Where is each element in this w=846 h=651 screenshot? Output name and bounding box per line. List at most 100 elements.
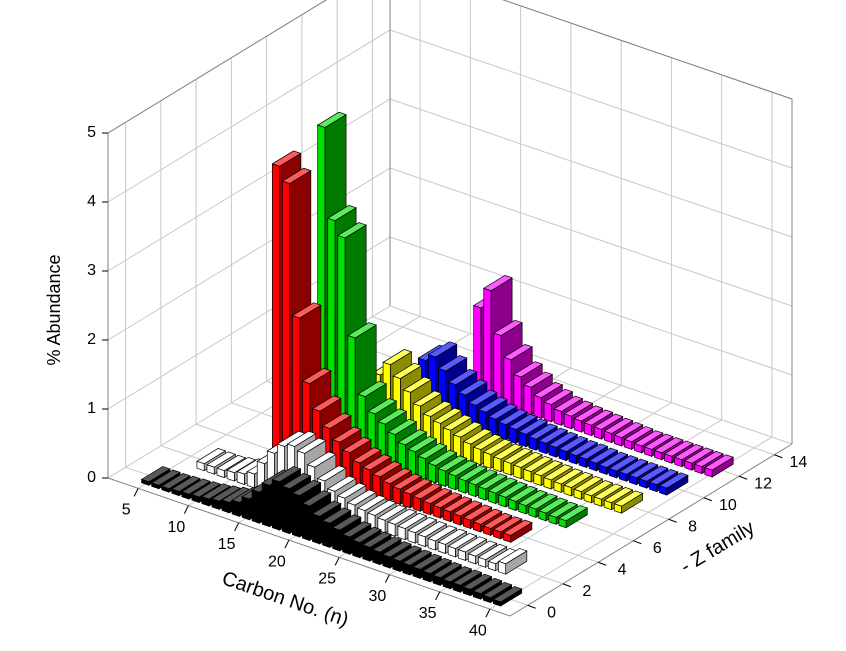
grid-line — [389, 167, 793, 307]
z-tick-label: 8 — [688, 518, 697, 535]
bar-front — [261, 482, 270, 528]
bar-front — [593, 426, 602, 440]
tick-mark — [234, 522, 240, 532]
grid-line — [107, 29, 391, 203]
bar-front — [543, 477, 552, 490]
bar-front — [352, 539, 361, 559]
bar-front — [291, 492, 300, 538]
bar-front — [493, 529, 502, 540]
bar-front — [322, 520, 331, 548]
bar-front — [422, 500, 431, 516]
bar-front — [281, 485, 290, 535]
bar-front — [483, 525, 492, 536]
bar-front — [513, 464, 522, 480]
x-tick-label: 20 — [268, 553, 286, 570]
bar-front — [634, 443, 643, 454]
bar-front — [191, 494, 200, 504]
bar — [683, 447, 714, 471]
bar-front — [241, 496, 250, 521]
bar-front — [458, 477, 466, 494]
y-tick-label: 0 — [87, 469, 96, 486]
bar-front — [196, 460, 205, 472]
bar-front — [533, 472, 542, 487]
bar-front — [664, 453, 673, 464]
bar-front — [603, 430, 612, 444]
bar-front — [442, 509, 451, 523]
y-axis-title: % Abundance — [44, 254, 64, 365]
grid-line — [389, 29, 793, 169]
z-tick-label: 12 — [754, 475, 772, 492]
bar-front — [629, 474, 637, 486]
bar-front — [618, 471, 627, 482]
bar-front — [463, 441, 472, 462]
y-tick-label: 4 — [87, 193, 96, 210]
bar-front — [211, 498, 220, 510]
x-tick-label: 5 — [122, 502, 131, 519]
grid-line — [372, 316, 775, 456]
bar-front — [528, 436, 537, 451]
bar-front — [578, 456, 587, 468]
bar-front — [498, 560, 507, 575]
bar-front — [503, 460, 512, 476]
bar-front — [412, 495, 421, 512]
bar-front — [226, 469, 235, 482]
tick-mark — [633, 540, 642, 545]
z-tick-label: 0 — [547, 604, 556, 621]
bar-front — [533, 394, 542, 419]
x-tick-label: 25 — [318, 571, 336, 588]
bar-front — [272, 163, 280, 464]
bar-front — [312, 513, 321, 545]
bar-front — [417, 533, 426, 548]
x-tick-label: 10 — [168, 519, 186, 536]
z-tick-label: 2 — [582, 583, 591, 600]
bar-front — [161, 485, 170, 493]
bar-front — [614, 434, 622, 447]
bar-front — [523, 384, 532, 416]
y-tick-label: 2 — [87, 331, 96, 348]
axis-line — [509, 443, 793, 617]
x-tick-label: 30 — [369, 588, 387, 605]
bar-front — [483, 451, 492, 469]
tick-mark — [334, 557, 340, 566]
bar-front — [302, 503, 310, 541]
bar-front — [412, 566, 421, 579]
tick-mark — [527, 604, 536, 609]
bar-front — [332, 527, 341, 552]
y-tick-label: 3 — [87, 262, 96, 279]
bar-front — [508, 498, 517, 511]
bar-front — [201, 496, 210, 507]
bar-front — [583, 492, 592, 504]
bar-front — [392, 558, 401, 573]
bar-front — [422, 570, 431, 583]
bar-front — [593, 496, 602, 507]
bar-front — [387, 521, 396, 537]
bar-front — [472, 590, 481, 600]
bar-front — [342, 534, 351, 555]
z-tick-label: 14 — [789, 454, 807, 471]
x-tick-label: 15 — [218, 536, 236, 553]
bar — [140, 466, 171, 486]
bar-front — [568, 452, 577, 465]
bar-front — [563, 413, 572, 430]
bar-layer — [140, 111, 735, 607]
bar-front — [382, 554, 391, 569]
bar-front — [518, 502, 527, 515]
bar-front — [206, 464, 215, 475]
bar-front — [236, 471, 245, 485]
bar-front — [432, 574, 441, 586]
tick-mark — [435, 591, 441, 601]
bar-front — [473, 521, 481, 533]
bar-front — [538, 510, 547, 522]
bar-front — [694, 463, 703, 475]
tick-mark — [597, 561, 607, 566]
bar-front — [492, 598, 501, 607]
grid-line — [389, 305, 793, 445]
bar-front — [141, 478, 150, 486]
bar-front — [477, 556, 486, 568]
tick-mark — [738, 475, 748, 480]
bar-front — [246, 471, 255, 489]
bar — [658, 472, 689, 496]
bar-front — [583, 422, 592, 437]
